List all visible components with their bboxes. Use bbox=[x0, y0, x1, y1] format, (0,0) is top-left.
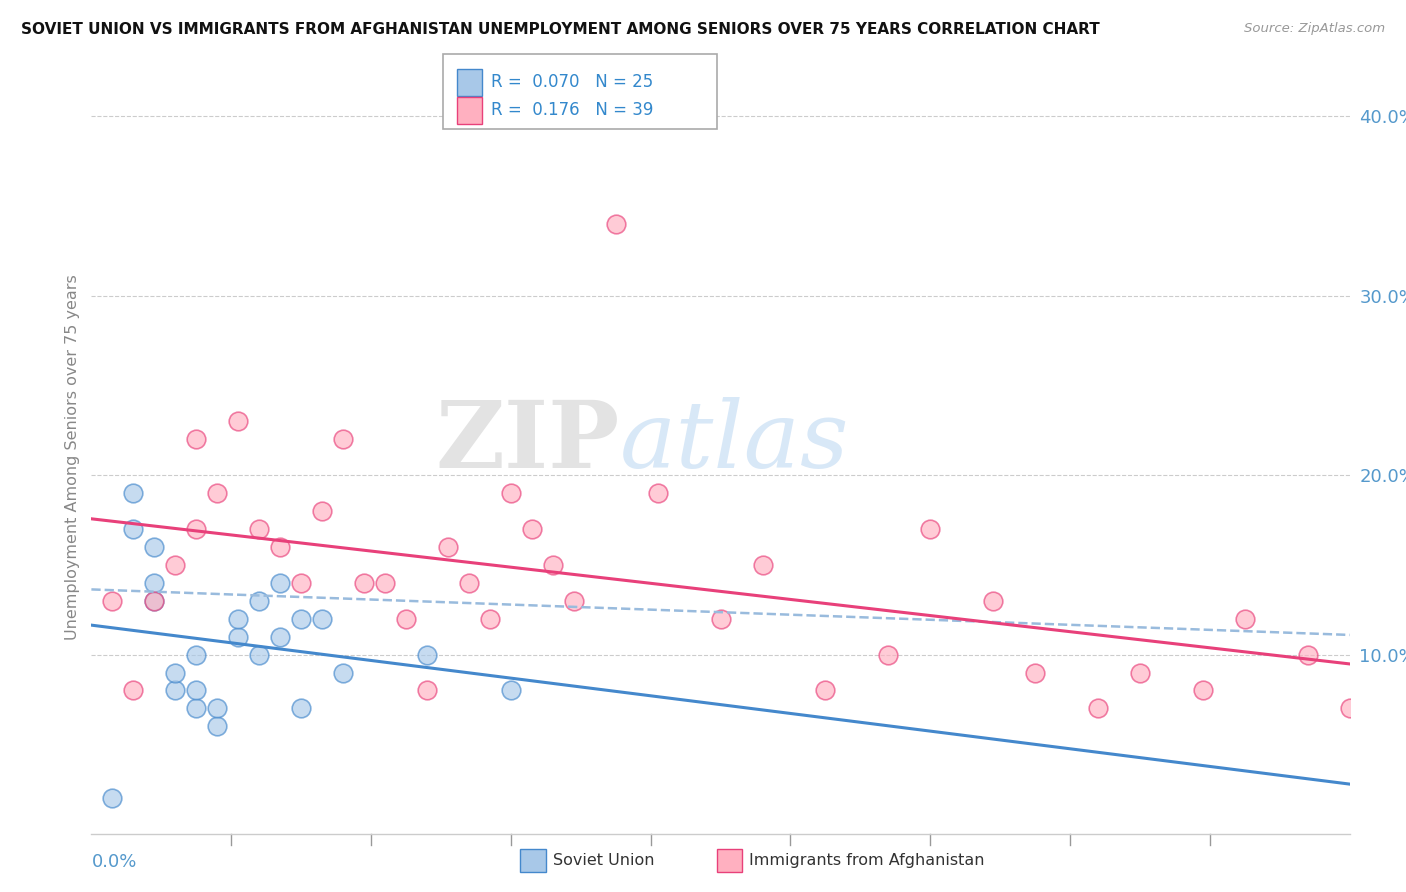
Point bbox=[101, 791, 124, 805]
Text: SOVIET UNION VS IMMIGRANTS FROM AFGHANISTAN UNEMPLOYMENT AMONG SENIORS OVER 75 Y: SOVIET UNION VS IMMIGRANTS FROM AFGHANIS… bbox=[21, 22, 1099, 37]
Point bbox=[311, 504, 333, 518]
Point bbox=[143, 593, 166, 607]
Point bbox=[478, 612, 501, 626]
Point bbox=[205, 486, 228, 500]
Point bbox=[290, 701, 312, 715]
Text: 0.0%: 0.0% bbox=[91, 853, 136, 871]
Point bbox=[1192, 683, 1215, 698]
Point bbox=[186, 683, 208, 698]
Point bbox=[1339, 701, 1361, 715]
Text: Soviet Union: Soviet Union bbox=[553, 854, 654, 868]
Point bbox=[647, 486, 669, 500]
Point bbox=[541, 558, 564, 572]
Point bbox=[186, 648, 208, 662]
Point bbox=[186, 432, 208, 446]
Point bbox=[814, 683, 837, 698]
Point bbox=[226, 414, 249, 428]
Point bbox=[122, 486, 145, 500]
Point bbox=[709, 612, 731, 626]
Point bbox=[165, 558, 187, 572]
Point bbox=[269, 540, 291, 554]
Point bbox=[247, 648, 270, 662]
Point bbox=[311, 612, 333, 626]
Point bbox=[247, 593, 270, 607]
Point bbox=[374, 575, 396, 590]
Point bbox=[416, 683, 439, 698]
Point bbox=[416, 648, 439, 662]
Text: R =  0.070   N = 25: R = 0.070 N = 25 bbox=[491, 73, 652, 91]
Point bbox=[205, 719, 228, 733]
Point bbox=[165, 665, 187, 680]
Point bbox=[981, 593, 1004, 607]
Point bbox=[101, 593, 124, 607]
Point bbox=[143, 593, 166, 607]
Point bbox=[877, 648, 900, 662]
Point bbox=[499, 486, 522, 500]
Point bbox=[143, 575, 166, 590]
Point bbox=[562, 593, 585, 607]
Point bbox=[226, 630, 249, 644]
Point bbox=[290, 575, 312, 590]
Point bbox=[499, 683, 522, 698]
Point bbox=[122, 683, 145, 698]
Point bbox=[353, 575, 375, 590]
Point bbox=[186, 522, 208, 536]
Point bbox=[1087, 701, 1109, 715]
Text: Immigrants from Afghanistan: Immigrants from Afghanistan bbox=[749, 854, 984, 868]
Point bbox=[751, 558, 773, 572]
Point bbox=[165, 683, 187, 698]
Point bbox=[332, 432, 354, 446]
Y-axis label: Unemployment Among Seniors over 75 years: Unemployment Among Seniors over 75 years bbox=[65, 274, 80, 640]
Point bbox=[457, 575, 479, 590]
Point bbox=[247, 522, 270, 536]
Point bbox=[205, 701, 228, 715]
Text: Source: ZipAtlas.com: Source: ZipAtlas.com bbox=[1244, 22, 1385, 36]
Point bbox=[1129, 665, 1152, 680]
Point bbox=[290, 612, 312, 626]
Point bbox=[186, 701, 208, 715]
Text: ZIP: ZIP bbox=[436, 397, 620, 487]
Text: R =  0.176   N = 39: R = 0.176 N = 39 bbox=[491, 102, 652, 120]
Point bbox=[395, 612, 418, 626]
Point bbox=[143, 540, 166, 554]
Point bbox=[920, 522, 942, 536]
Point bbox=[269, 630, 291, 644]
Point bbox=[1233, 612, 1256, 626]
Point bbox=[122, 522, 145, 536]
Point bbox=[332, 665, 354, 680]
Point bbox=[520, 522, 543, 536]
Text: atlas: atlas bbox=[620, 397, 849, 487]
Point bbox=[1024, 665, 1046, 680]
Point bbox=[226, 612, 249, 626]
Point bbox=[1296, 648, 1319, 662]
Point bbox=[437, 540, 460, 554]
Point bbox=[605, 217, 627, 231]
Point bbox=[269, 575, 291, 590]
